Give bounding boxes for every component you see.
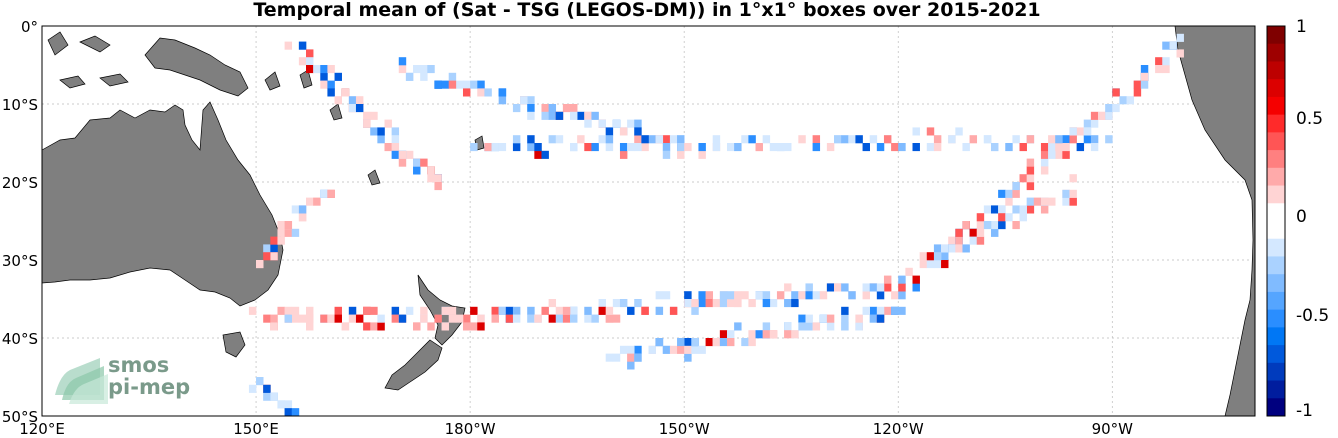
map-title: Temporal mean of (Sat - TSG (LEGOS-DM)) … — [253, 0, 1040, 21]
colorbar-tick-label: -0.5 — [1296, 306, 1329, 326]
colorbar-tick-label: 1 — [1296, 17, 1307, 37]
land-melanesia — [264, 69, 485, 186]
land-tasmania — [222, 331, 246, 358]
gridlines — [42, 26, 1255, 416]
data-cells — [248, 33, 1184, 417]
lon-axis: 120°E 150°E 180°W 150°W 120°W 90°W — [19, 420, 1133, 438]
colorbar-tick-label: -1 — [1296, 401, 1313, 421]
lon-tick-label: 120°W — [873, 420, 924, 438]
lon-tick-label: 120°E — [19, 420, 65, 438]
lon-tick-label: 180°W — [445, 420, 496, 438]
colorbar: 1 0.5 0 -0.5 -1 — [1266, 17, 1329, 421]
land-nz-south — [384, 339, 443, 391]
smos-pimep-logo: smos pi-mep — [55, 353, 190, 404]
land-australia — [41, 101, 284, 307]
lat-tick-label: 20°S — [2, 174, 38, 192]
lat-axis: 0° 10°S 20°S 30°S 40°S 50°S — [2, 18, 38, 426]
lat-tick-label: 40°S — [2, 330, 38, 348]
land-nz-north — [417, 274, 466, 346]
colorbar-tick-label: 0.5 — [1296, 109, 1323, 129]
lon-tick-label: 150°E — [233, 420, 279, 438]
lat-tick-label: 30°S — [2, 252, 38, 270]
lat-tick-label: 10°S — [2, 96, 38, 114]
land-new-guinea — [144, 37, 249, 97]
colorbar-tick-label: 0 — [1296, 207, 1307, 227]
land-indonesia — [47, 31, 129, 89]
map-area — [41, 25, 1256, 417]
logo-line2: pi-mep — [108, 375, 190, 399]
lon-tick-label: 150°W — [659, 420, 710, 438]
lat-tick-label: 0° — [21, 18, 38, 36]
lon-tick-label: 90°W — [1092, 420, 1134, 438]
land-masses — [41, 25, 1256, 417]
lat-tick-label: 50°S — [2, 408, 38, 426]
logo-line1: smos — [108, 353, 169, 377]
